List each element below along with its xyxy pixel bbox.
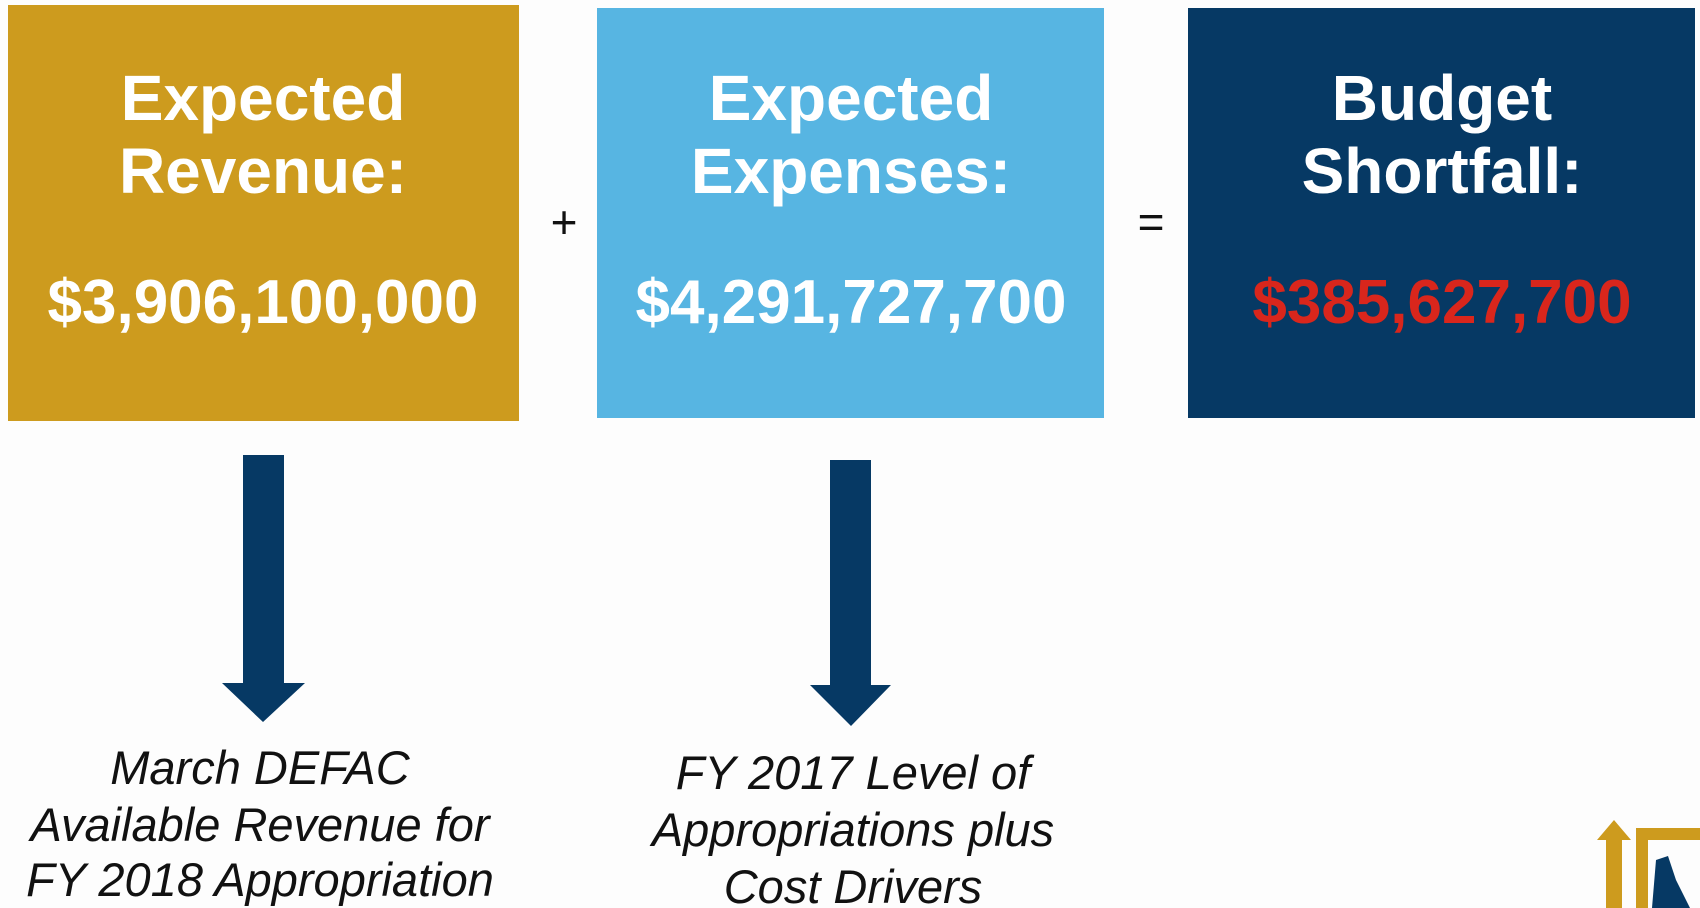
note-line: FY 2018 Appropriation bbox=[26, 853, 494, 906]
box-title: Shortfall: bbox=[1302, 135, 1583, 207]
note-line: Appropriations plus bbox=[649, 803, 1054, 856]
box-title: Expenses: bbox=[691, 135, 1011, 207]
box-title: Budget bbox=[1332, 62, 1552, 134]
box-title: Expected bbox=[121, 62, 406, 134]
shortfall-box bbox=[1188, 8, 1695, 418]
note-line: Cost Drivers bbox=[724, 860, 983, 908]
expenses-box bbox=[597, 8, 1104, 418]
note-line: FY 2017 Level of bbox=[676, 746, 1035, 799]
revenue-box bbox=[8, 5, 519, 421]
arrow bbox=[810, 460, 891, 726]
box-title: Revenue: bbox=[119, 135, 407, 207]
box-title: Expected bbox=[709, 62, 994, 134]
operator: = bbox=[1138, 196, 1165, 248]
note-line: Available Revenue for bbox=[28, 798, 492, 851]
operator: + bbox=[551, 196, 578, 248]
box-amount: $4,291,727,700 bbox=[636, 268, 1067, 337]
arrow bbox=[222, 455, 305, 722]
logo bbox=[1597, 820, 1700, 908]
box-amount: $3,906,100,000 bbox=[48, 268, 479, 337]
box-amount: $385,627,700 bbox=[1252, 268, 1631, 337]
note-line: March DEFAC bbox=[110, 741, 410, 794]
